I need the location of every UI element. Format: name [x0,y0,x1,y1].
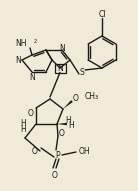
Text: O: O [73,94,79,103]
Text: N: N [29,73,35,82]
Text: H: H [68,121,74,129]
Text: NH: NH [15,39,27,48]
Text: H: H [65,116,71,125]
Text: O: O [32,147,38,156]
Text: Cl: Cl [98,10,106,19]
Text: OH: OH [78,147,90,156]
Text: O: O [28,108,34,117]
Text: P: P [56,151,60,159]
Polygon shape [63,100,73,109]
Text: H: H [20,125,26,134]
Text: N: N [15,56,21,65]
Text: S: S [80,67,84,77]
Text: N: N [57,63,63,73]
Text: O: O [59,129,65,138]
Polygon shape [57,123,67,125]
Text: N: N [59,44,65,53]
Text: O: O [52,171,58,180]
Text: H: H [20,118,26,128]
Text: 2: 2 [34,39,37,44]
Text: CH₃: CH₃ [85,91,99,100]
FancyBboxPatch shape [55,63,66,73]
